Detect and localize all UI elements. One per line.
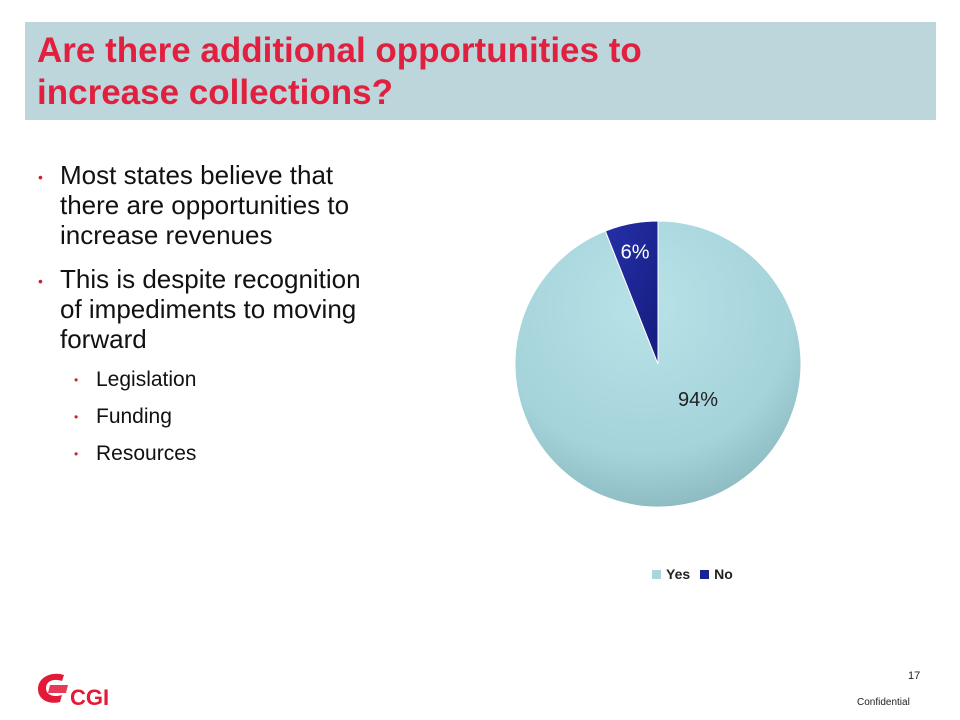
pie-labels: 94% 6%: [621, 241, 719, 411]
bullet-line: Most states believe that: [60, 160, 334, 190]
bullet-line: This is despite recognition: [60, 264, 361, 294]
chart-legend: Yes No: [652, 566, 743, 582]
sub-bullet-item: • Legislation: [34, 368, 474, 392]
bullet-line: increase revenues: [60, 220, 273, 250]
pie-label-no: 6%: [621, 241, 650, 263]
sub-bullet-label: Funding: [96, 405, 172, 428]
bullet-list: • Most states believe that there are opp…: [34, 160, 474, 479]
slide-title: Are there additional opportunities to in…: [37, 30, 642, 114]
page-number: 17: [908, 670, 921, 682]
bullet-dot-icon: •: [74, 373, 79, 387]
bullet-line: forward: [60, 324, 147, 354]
legend-swatch-yes: [652, 569, 661, 579]
pie-slice-no: [604, 220, 659, 365]
title-bar: Are there additional opportunities to in…: [25, 22, 936, 120]
sub-bullet-label: Legislation: [96, 368, 197, 391]
logo-text: CGI: [70, 685, 110, 710]
footer-confidential: Confidential: [857, 697, 910, 708]
cgi-logo-icon: [38, 673, 68, 703]
sub-bullet-item: • Resources: [34, 442, 474, 466]
pie-chart: 94% 6%: [514, 220, 802, 508]
bullet-item: • This is despite recognition of impedim…: [34, 264, 474, 354]
legend-label-no: No: [714, 566, 733, 582]
legend-label-yes: Yes: [666, 566, 691, 582]
bullet-dot-icon: •: [38, 169, 43, 185]
slide-title-line-1: Are there additional opportunities to: [37, 31, 642, 70]
bullet-item: • Most states believe that there are opp…: [34, 160, 474, 250]
cgi-logo: CGI: [34, 665, 114, 711]
sub-bullet-label: Resources: [96, 442, 197, 465]
pie-slices: [514, 220, 802, 508]
sub-bullet-list: • Legislation • Funding • Resources: [34, 368, 474, 466]
pie-label-yes: 94%: [678, 389, 718, 411]
legend-item-yes: Yes: [652, 566, 690, 582]
sub-bullet-item: • Funding: [34, 405, 474, 429]
slide-title-line-2: increase collections?: [37, 73, 393, 112]
legend-item-no: No: [700, 566, 733, 582]
bullet-dot-icon: •: [38, 273, 43, 289]
bullet-dot-icon: •: [74, 410, 79, 424]
bullet-line: of impediments to moving: [60, 294, 357, 324]
bullet-dot-icon: •: [74, 447, 79, 461]
bullet-line: there are opportunities to: [60, 190, 350, 220]
legend-swatch-no: [700, 569, 710, 579]
